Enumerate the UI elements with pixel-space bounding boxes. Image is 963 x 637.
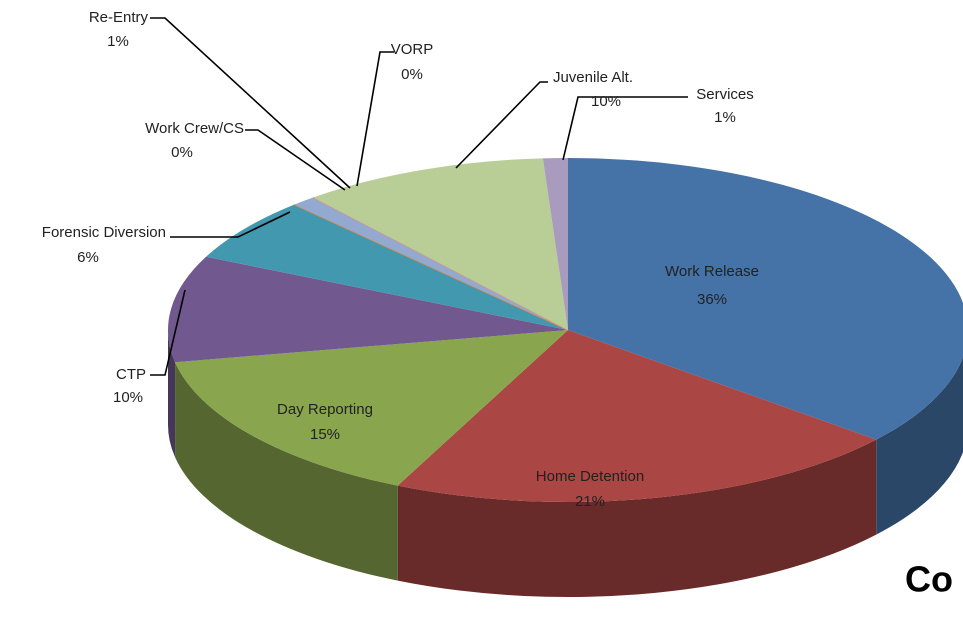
slice-label: Re-Entry — [89, 9, 149, 26]
slice-value-label: 0% — [171, 144, 193, 161]
pie-side — [175, 362, 398, 581]
leader-line — [455, 81, 548, 169]
pie-slice — [568, 158, 963, 440]
slice-label: Juvenile Alt. — [553, 69, 633, 86]
slice-value-label: 6% — [77, 249, 99, 266]
slice-value-label: 1% — [714, 109, 736, 126]
slice-label: Services — [696, 86, 754, 103]
leader-line — [562, 96, 688, 161]
slice-value-label: 1% — [107, 33, 129, 50]
pie-side — [397, 439, 877, 597]
pie-slice — [542, 158, 568, 330]
slice-value-label: 21% — [575, 493, 605, 510]
pie-side — [168, 330, 176, 458]
leader-line — [170, 211, 291, 238]
pie-slice — [313, 158, 568, 330]
pie-slice — [206, 204, 568, 330]
slice-label: CTP — [116, 366, 146, 383]
leader-line — [356, 51, 394, 187]
pie-slice — [168, 256, 568, 363]
pie-sides — [168, 330, 963, 597]
pie-tops — [168, 158, 963, 502]
leader-line — [245, 129, 346, 191]
slice-label: Forensic Diversion — [42, 224, 166, 241]
slice-value-label: 36% — [697, 291, 727, 308]
pie-slice — [175, 330, 569, 486]
pie-slice — [397, 330, 877, 502]
slice-value-label: 0% — [401, 66, 423, 83]
slice-label: VORP — [391, 41, 434, 58]
leader-lines — [150, 17, 688, 376]
pie-slice — [294, 197, 568, 330]
pie-side — [876, 357, 963, 535]
leader-line — [150, 289, 186, 376]
slice-label: Day Reporting — [277, 401, 373, 418]
leader-line — [150, 17, 351, 189]
slice-value-label: 10% — [113, 389, 143, 406]
slice-label: Work Crew/CS — [145, 120, 244, 137]
slice-value-label: 15% — [310, 426, 340, 443]
slice-label: Work Release — [665, 263, 759, 280]
title-fragment: Co — [905, 559, 953, 600]
slice-label: Home Detention — [536, 468, 644, 485]
slice-value-label: 10% — [591, 93, 621, 110]
